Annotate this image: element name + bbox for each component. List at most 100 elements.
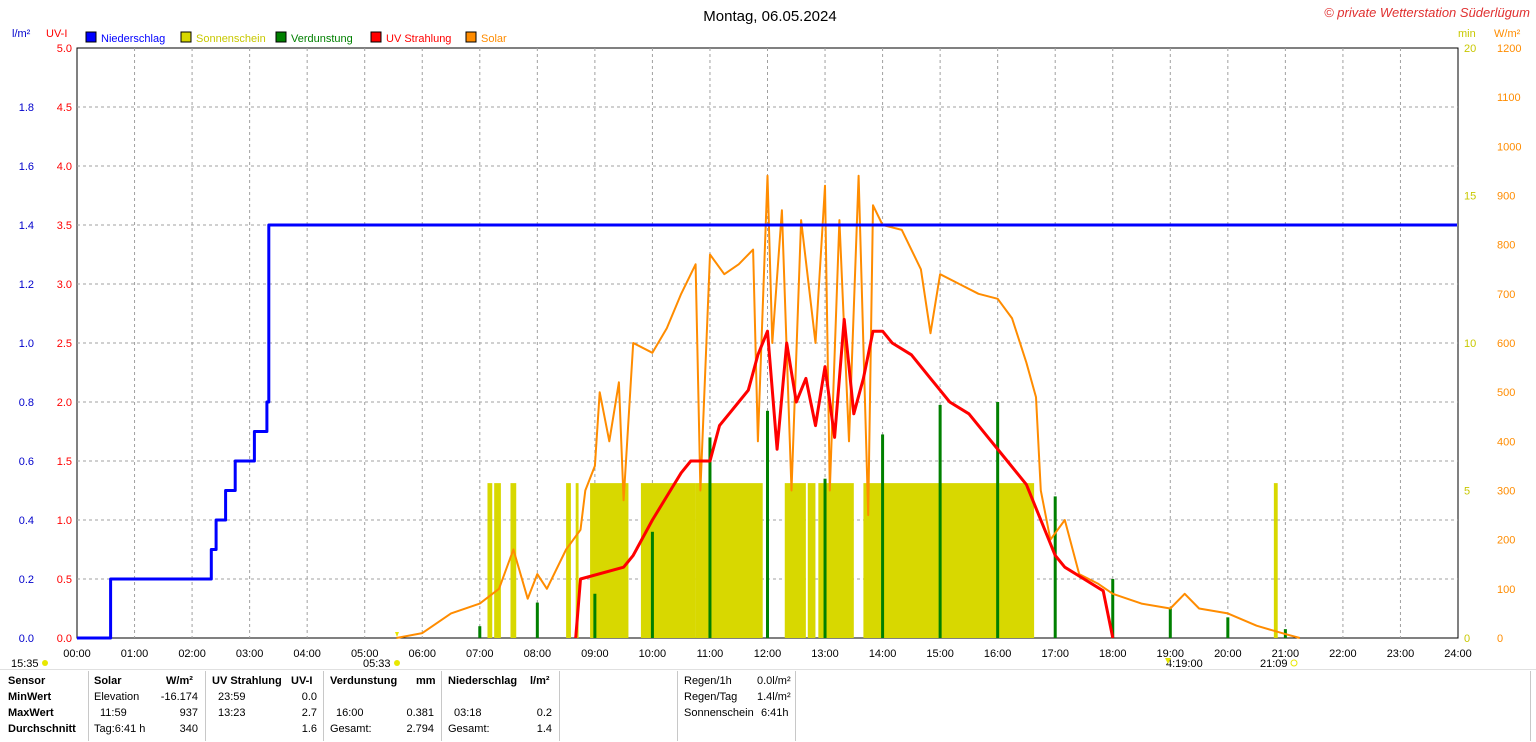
series-line-niederschlag bbox=[77, 223, 1457, 640]
uv-tick-label: 3.5 bbox=[57, 220, 72, 232]
x-tick-label: 22:00 bbox=[1329, 648, 1357, 660]
credit-label: © private Wetterstation Süderlügum bbox=[1324, 5, 1530, 20]
sunrise-time: 05:33 bbox=[363, 658, 391, 668]
sunrise-marker-icon bbox=[395, 632, 399, 637]
sonnenschein-block bbox=[566, 483, 571, 638]
legend-swatch bbox=[465, 31, 477, 43]
x-tick-label: 08:00 bbox=[524, 648, 552, 660]
verdunstung-bar bbox=[593, 593, 597, 638]
x-tick-label: 01:00 bbox=[121, 648, 149, 660]
row-sensor: Sensor bbox=[8, 675, 46, 687]
legend-label: Verdunstung bbox=[291, 33, 353, 45]
x-tick-label: 00:00 bbox=[63, 648, 91, 660]
x-tick-label: 11:00 bbox=[697, 648, 724, 660]
min-tick-label: 10 bbox=[1464, 338, 1476, 350]
uv-unit: UV-I bbox=[291, 675, 313, 687]
solar-tick-label: 1000 bbox=[1497, 141, 1521, 153]
regen1h-value: 0.0l/m² bbox=[757, 675, 791, 687]
uv-tick-label: 4.0 bbox=[57, 161, 72, 173]
regentag-value: 1.4l/m² bbox=[757, 691, 791, 703]
solar-avg-value: 340 bbox=[179, 723, 198, 735]
sun-markers: 15:35 05:33 4:19:00 21:09 bbox=[11, 632, 1298, 668]
sonnenschein-block bbox=[784, 483, 806, 638]
min-tick-label: 20 bbox=[1464, 43, 1476, 55]
solar-unit: W/m² bbox=[166, 675, 193, 687]
evap-header: Verdunstung bbox=[330, 675, 398, 687]
precip-max-value: 0.2 bbox=[536, 707, 552, 719]
x-tick-label: 02:00 bbox=[178, 648, 206, 660]
precip-tick-label: 1.0 bbox=[19, 338, 34, 350]
sonnenschein-block bbox=[494, 483, 501, 638]
solar-tick-label: 100 bbox=[1497, 584, 1515, 596]
sonnenschein-block bbox=[640, 483, 696, 638]
x-tick-label: 12:00 bbox=[754, 648, 782, 660]
sonnenschein-block bbox=[807, 483, 816, 638]
x-tick-label: 05:00 bbox=[351, 648, 379, 660]
solar-max-value: 937 bbox=[179, 707, 198, 719]
uv-min-time: 23:59 bbox=[218, 691, 246, 703]
x-tick-label: 17:00 bbox=[1041, 648, 1069, 660]
weather-chart: 0.0 0.2 0.4 0.6 0.8 1.0 1.2 1.4 1.6 1.8 0.0 0.5 1.0 1… bbox=[11, 5, 1530, 668]
precip-unit: l/m² bbox=[530, 675, 550, 687]
x-tick-label: 24:00 bbox=[1444, 648, 1472, 660]
evap-unit: mm bbox=[416, 675, 436, 687]
solar-tick-label: 400 bbox=[1497, 436, 1515, 448]
verdunstung-bar bbox=[766, 410, 769, 638]
sunset-mark-time: 4:19:00 bbox=[1166, 658, 1203, 668]
uv-max-value: 2.7 bbox=[301, 707, 317, 719]
evap-max-time: 16:00 bbox=[336, 707, 364, 719]
solar-min-value: -16.174 bbox=[160, 691, 198, 703]
solar-tick-label: 200 bbox=[1497, 535, 1515, 547]
precip-tick-label: 0.6 bbox=[19, 456, 34, 468]
right-unit-min: min bbox=[1458, 28, 1476, 40]
verdunstung-series bbox=[478, 402, 1287, 638]
verdunstung-bar bbox=[881, 434, 885, 638]
verdunstung-bar bbox=[938, 404, 942, 638]
uv-min-value: 0.0 bbox=[301, 691, 317, 703]
solar-min-label: Elevation bbox=[94, 691, 140, 703]
summary-table: Sensor MinWert MaxWert Durchschnitt Sola… bbox=[0, 671, 1536, 741]
table-divider bbox=[559, 671, 560, 741]
uv-tick-label: 2.5 bbox=[57, 338, 72, 350]
x-tick-label: 14:00 bbox=[869, 648, 897, 660]
solar-tick-label: 800 bbox=[1497, 240, 1515, 252]
min-tick-label: 15 bbox=[1464, 191, 1476, 203]
x-tick-label: 21:00 bbox=[1272, 648, 1300, 660]
x-tick-label: 03:00 bbox=[236, 648, 264, 660]
x-tick-label: 04:00 bbox=[293, 648, 321, 660]
regentag-label: Regen/Tag bbox=[684, 691, 738, 703]
table-divider bbox=[205, 671, 206, 741]
x-tick-label: 16:00 bbox=[984, 648, 1012, 660]
solar-tick-label: 500 bbox=[1497, 387, 1515, 399]
legend-swatch bbox=[85, 31, 97, 43]
moon-icon bbox=[42, 660, 48, 666]
table-separator bbox=[0, 669, 1536, 670]
uv-tick-label: 1.0 bbox=[57, 515, 72, 527]
sonnenschein-block bbox=[510, 483, 517, 638]
legend-swatch bbox=[370, 31, 382, 43]
min-tick-label: 0 bbox=[1464, 633, 1470, 645]
legend-label: UV Strahlung bbox=[386, 33, 451, 45]
sunset-icon bbox=[1290, 659, 1298, 667]
sonnenschein-block bbox=[1273, 483, 1278, 638]
x-tick-label: 23:00 bbox=[1387, 648, 1415, 660]
right-unit-solar: W/m² bbox=[1494, 28, 1521, 40]
verdunstung-bar bbox=[823, 478, 827, 638]
solar-tick-label: 300 bbox=[1497, 486, 1515, 498]
legend: Niederschlag Sonnenschein Verdunstung UV St… bbox=[85, 31, 507, 45]
axes: 0.0 0.2 0.4 0.6 0.8 1.0 1.2 1.4 1.6 1.8 0.0 0.5 1.0 1… bbox=[19, 43, 1522, 660]
sonnenschein-block bbox=[695, 483, 763, 638]
table-divider bbox=[441, 671, 442, 741]
uv-tick-label: 3.0 bbox=[57, 279, 72, 291]
x-tick-label: 09:00 bbox=[581, 648, 609, 660]
row-minwert: MinWert bbox=[8, 691, 52, 703]
moonset-icon bbox=[1165, 658, 1171, 664]
left-unit-uv: UV-I bbox=[46, 28, 67, 40]
precip-max-time: 03:18 bbox=[454, 707, 482, 719]
verdunstung-bar bbox=[650, 531, 654, 638]
uv-max-time: 13:23 bbox=[218, 707, 246, 719]
x-tick-label: 07:00 bbox=[466, 648, 494, 660]
series-line-solar bbox=[396, 174, 1301, 639]
evap-total-label: Gesamt: bbox=[330, 723, 372, 735]
uv-avg-value: 1.6 bbox=[301, 723, 317, 735]
